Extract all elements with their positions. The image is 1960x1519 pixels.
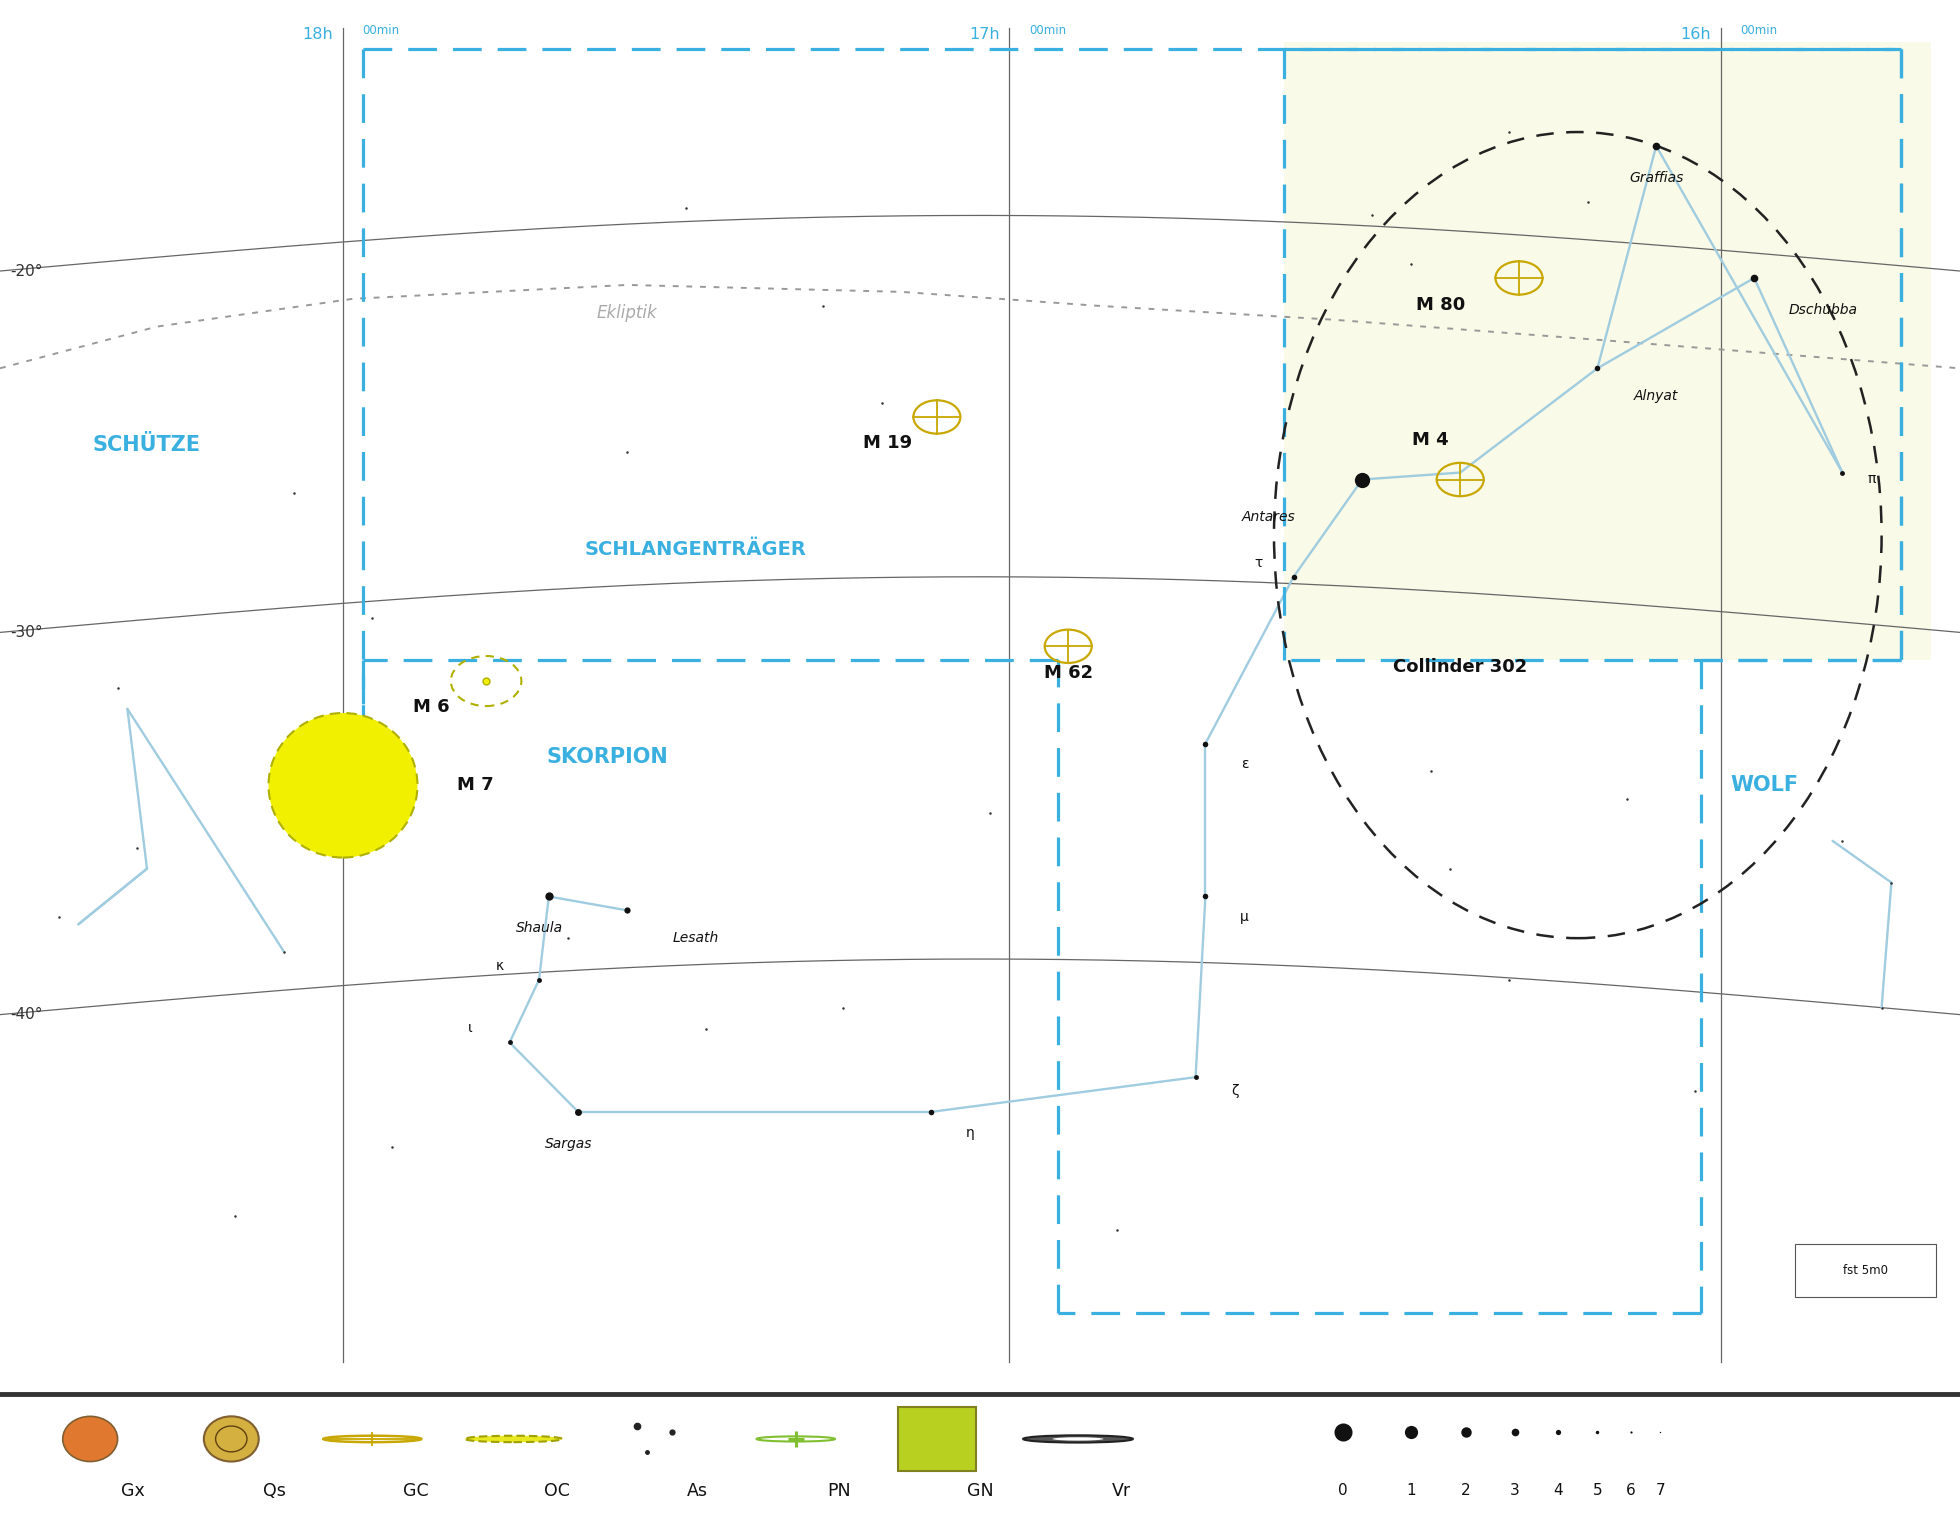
Circle shape (1053, 1437, 1103, 1440)
Text: 7: 7 (1656, 1483, 1664, 1498)
Ellipse shape (204, 1416, 259, 1461)
Ellipse shape (269, 712, 417, 858)
Text: SKORPION: SKORPION (547, 747, 668, 767)
Text: 00min: 00min (1740, 24, 1778, 36)
Text: 3: 3 (1511, 1483, 1519, 1498)
Text: 00min: 00min (363, 24, 400, 36)
Text: OC: OC (543, 1481, 570, 1499)
Text: -40°: -40° (10, 1007, 43, 1022)
FancyBboxPatch shape (1795, 1244, 1936, 1297)
Text: -30°: -30° (10, 624, 43, 639)
Circle shape (1023, 1435, 1133, 1443)
Text: PN: PN (827, 1481, 851, 1499)
Text: GC: GC (402, 1481, 429, 1499)
Bar (898, 1407, 976, 1472)
Text: 17h: 17h (968, 27, 1000, 43)
Text: 2: 2 (1462, 1483, 1470, 1498)
Text: Alnyat: Alnyat (1635, 389, 1678, 403)
Ellipse shape (63, 1416, 118, 1461)
Text: ζ: ζ (1231, 1085, 1239, 1098)
Text: fst 5m0: fst 5m0 (1844, 1264, 1887, 1277)
Text: Vr: Vr (1111, 1481, 1131, 1499)
Text: M 19: M 19 (862, 434, 913, 451)
Circle shape (465, 1435, 563, 1442)
Bar (1284, 41, 1931, 661)
Text: WOLF: WOLF (1731, 775, 1797, 796)
Text: τ: τ (1254, 556, 1262, 570)
Text: -20°: -20° (10, 263, 43, 278)
Text: Ekliptik: Ekliptik (598, 304, 657, 322)
Text: M 4: M 4 (1413, 431, 1448, 450)
Text: 18h: 18h (302, 27, 333, 43)
Text: Sargas: Sargas (545, 1136, 592, 1151)
Text: Qs: Qs (263, 1481, 286, 1499)
Text: SCHLANGENTRÄGER: SCHLANGENTRÄGER (584, 539, 808, 559)
Text: Gx: Gx (122, 1481, 145, 1499)
Text: 0: 0 (1339, 1483, 1347, 1498)
Text: Collinder 302: Collinder 302 (1394, 658, 1527, 676)
Text: 5: 5 (1593, 1483, 1601, 1498)
Text: GN: GN (966, 1481, 994, 1499)
Text: M 6: M 6 (414, 697, 449, 715)
Text: Graffias: Graffias (1629, 170, 1684, 185)
Text: Antares: Antares (1241, 510, 1296, 524)
Text: M 7: M 7 (457, 776, 494, 794)
Text: 4: 4 (1554, 1483, 1562, 1498)
Text: M 62: M 62 (1043, 664, 1094, 682)
Text: M 80: M 80 (1415, 296, 1466, 314)
Text: Shaula: Shaula (515, 922, 563, 936)
Text: SCHÜTZE: SCHÜTZE (92, 434, 202, 454)
Text: As: As (688, 1481, 708, 1499)
Text: π: π (1868, 472, 1876, 486)
Text: 00min: 00min (1029, 24, 1066, 36)
Text: 6: 6 (1627, 1483, 1635, 1498)
Text: 1: 1 (1407, 1483, 1415, 1498)
Text: η: η (966, 1126, 974, 1139)
Text: 16h: 16h (1680, 27, 1711, 43)
Text: ε: ε (1241, 758, 1249, 772)
Text: ι: ι (468, 1021, 472, 1036)
Text: Dschubba: Dschubba (1788, 302, 1858, 317)
Text: κ: κ (496, 958, 504, 974)
Text: μ: μ (1241, 910, 1249, 924)
Text: Lesath: Lesath (672, 931, 719, 945)
